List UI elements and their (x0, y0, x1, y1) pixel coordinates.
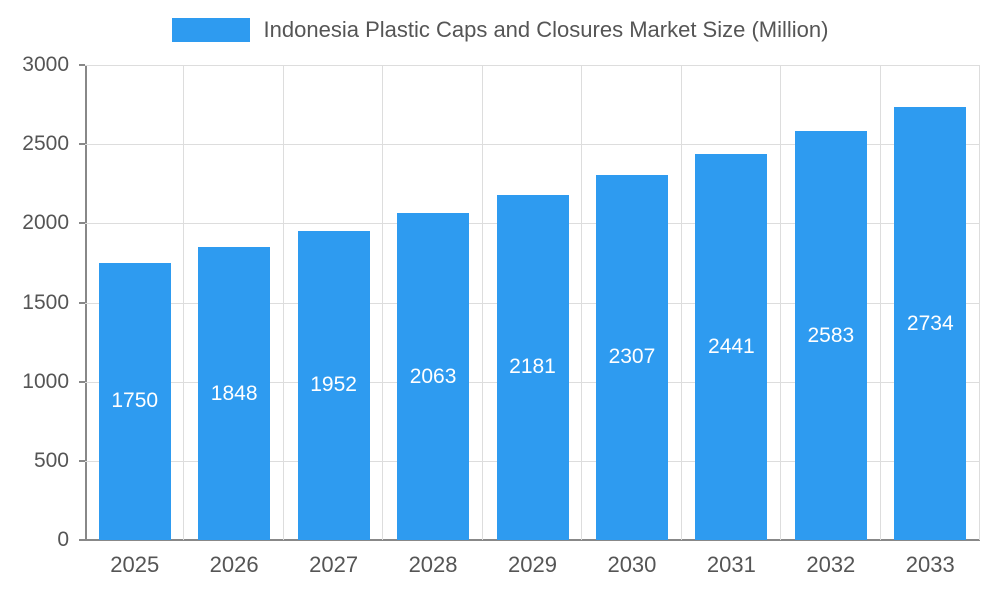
bar-value-label: 2583 (807, 323, 855, 347)
bar-value-label: 2063 (409, 364, 457, 388)
y-tick-mark (79, 459, 85, 462)
chart-title: Indonesia Plastic Caps and Closures Mark… (263, 17, 829, 42)
y-axis-labels: 0 500 1000 1500 2000 2500 3000 (0, 53, 75, 551)
y-tick-label: 1000 (22, 369, 69, 393)
legend-swatch (171, 18, 250, 42)
x-tick-label: 2029 (508, 552, 557, 577)
bar-2033: 2734 (894, 107, 967, 540)
bar-2032: 2583 (794, 131, 867, 540)
chart-legend: Indonesia Plastic Caps and Closures Mark… (0, 14, 1000, 46)
y-tick-label: 1500 (22, 290, 69, 314)
y-tick-label: 2500 (22, 132, 69, 156)
y-tick-mark (79, 222, 85, 225)
y-tick-label: 500 (33, 448, 69, 472)
x-axis-line (85, 539, 980, 541)
y-tick-label: 0 (57, 528, 69, 551)
gridline-vertical (879, 65, 881, 540)
gridline-vertical (581, 65, 583, 540)
bar-2027: 1952 (297, 230, 370, 540)
y-tick-mark (79, 64, 85, 66)
gridline-vertical (680, 65, 682, 540)
x-tick-label: 2031 (706, 552, 756, 577)
x-tick-label: 2032 (806, 552, 856, 577)
gridline-vertical (183, 65, 185, 540)
bar-value-label: 2734 (906, 311, 954, 335)
y-tick-mark (79, 539, 85, 541)
y-tick-label: 3000 (22, 53, 69, 76)
plot-area: 1750 1848 1952 2063 2181 2307 2441 2583 2734 (79, 64, 980, 541)
bar-2031: 2441 (695, 153, 768, 540)
bar-2025: 1750 (98, 262, 171, 540)
gridline-vertical (780, 65, 782, 540)
gridline-horizontal (85, 65, 980, 66)
x-tick-label: 2026 (209, 552, 259, 577)
bar-value-label: 1952 (310, 373, 357, 397)
y-tick-mark (79, 143, 85, 146)
bar-value-label: 2441 (708, 334, 755, 358)
bar-value-label: 2181 (509, 355, 556, 379)
x-tick-label: 2027 (309, 552, 359, 577)
bar-value-label: 1848 (210, 381, 258, 405)
x-axis-labels: 2025 2026 2027 2028 2029 2030 2031 2032 2033 (85, 552, 980, 582)
y-tick-mark (79, 301, 85, 304)
gridline-vertical (282, 65, 284, 540)
bar-2029: 2181 (496, 194, 569, 540)
bar-2028: 2063 (397, 213, 470, 540)
y-tick-label: 2000 (22, 211, 69, 235)
gridline-horizontal (85, 144, 980, 146)
gridline-vertical (481, 65, 483, 540)
y-tick-mark (79, 380, 85, 383)
gridline-vertical (382, 65, 384, 540)
x-tick-label: 2033 (905, 552, 955, 577)
gridline-vertical (979, 65, 980, 540)
bar-value-label: 2307 (608, 345, 656, 369)
x-tick-label: 2025 (110, 552, 160, 577)
x-tick-label: 2030 (607, 552, 657, 577)
bar-2026: 1848 (198, 247, 271, 540)
x-tick-label: 2028 (408, 552, 458, 577)
bar-value-label: 1750 (111, 389, 159, 413)
bar-2030: 2307 (595, 174, 668, 540)
